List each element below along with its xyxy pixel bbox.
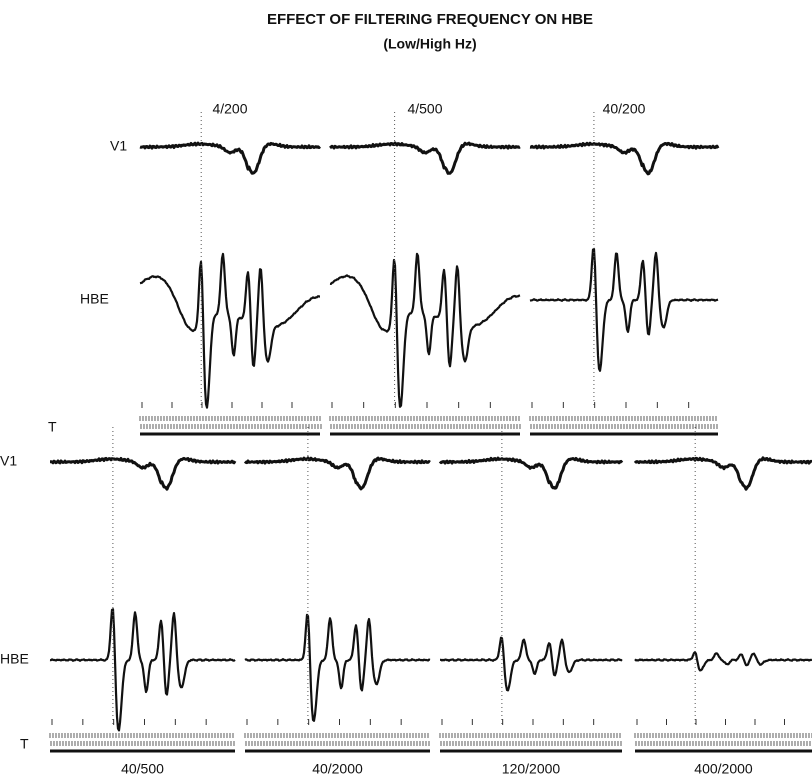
row-label: HBE	[80, 291, 109, 307]
panel-label: 40/200	[603, 101, 646, 117]
hbe-trace	[330, 254, 520, 407]
panel-label: 4/500	[407, 101, 442, 117]
hbe-trace	[245, 615, 430, 721]
hbe-trace	[440, 638, 622, 691]
v1-trace	[440, 458, 622, 488]
hbe-trace	[530, 249, 718, 371]
row-label: HBE	[0, 651, 29, 667]
v1-trace	[635, 458, 812, 489]
v1-trace	[530, 143, 718, 174]
v1-trace	[330, 143, 520, 173]
row-label: T	[20, 736, 29, 752]
panel-label: 4/200	[212, 101, 247, 117]
panel-label: 40/500	[121, 761, 164, 777]
panel-label: 40/2000	[312, 761, 363, 777]
hbe-trace	[635, 652, 812, 670]
v1-trace	[245, 458, 430, 489]
panel-label: 120/2000	[502, 761, 561, 777]
row-label: V1	[110, 138, 127, 154]
row-label: V1	[0, 453, 17, 469]
v1-trace	[140, 143, 320, 173]
panel-label: 400/2000	[694, 761, 753, 777]
hbe-trace	[140, 254, 320, 408]
row-label: T	[48, 419, 57, 435]
figure: EFFECT OF FILTERING FREQUENCY ON HBE (Lo…	[0, 0, 812, 780]
figure-title: EFFECT OF FILTERING FREQUENCY ON HBE	[267, 11, 593, 28]
hbe-trace	[50, 609, 235, 730]
figure-subtitle: (Low/High Hz)	[383, 36, 476, 52]
v1-trace	[50, 458, 235, 489]
traces	[50, 112, 812, 751]
